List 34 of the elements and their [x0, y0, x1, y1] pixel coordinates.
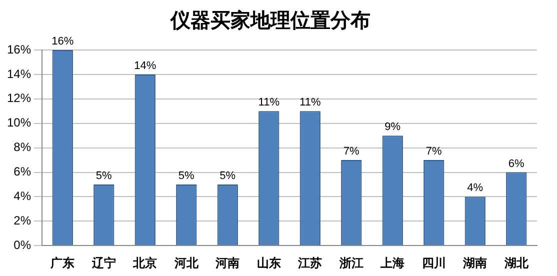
data-label: 6%: [508, 158, 525, 170]
data-label: 11%: [258, 96, 280, 109]
data-label: 7%: [343, 146, 360, 158]
y-tick-label: 16%: [6, 42, 32, 56]
y-tick-label: 10%: [6, 116, 32, 130]
x-tick-label: 北京: [132, 256, 158, 270]
data-label: 11%: [300, 96, 321, 109]
x-tick-label: 江苏: [297, 256, 322, 270]
x-tick-label: 河北: [173, 256, 200, 270]
x-tick-label: 山东: [256, 256, 281, 270]
chart-title: 仪器买家地理位置分布: [170, 8, 370, 32]
data-label: 5%: [178, 170, 195, 182]
x-tick-label: 辽宁: [90, 256, 116, 270]
y-tick-label: 4%: [14, 189, 32, 204]
x-tick-label: 浙江: [338, 256, 364, 270]
data-label: 5%: [96, 170, 112, 182]
y-tick-label: 8%: [14, 140, 32, 154]
x-tick-label: 河南: [214, 256, 240, 270]
data-label: 7%: [426, 146, 442, 158]
y-tick-label: 0%: [14, 238, 32, 252]
data-label: 9%: [384, 121, 401, 134]
data-label: 16%: [52, 36, 74, 48]
data-label: 5%: [220, 170, 236, 182]
y-tick-label: 6%: [14, 164, 32, 179]
x-tick-label: 湖北: [503, 256, 530, 270]
y-tick-label: 2%: [14, 213, 32, 228]
x-tick-label: 上海: [380, 256, 405, 270]
y-tick-label: 14%: [6, 66, 32, 81]
x-tick-label: 湖南: [462, 256, 488, 270]
data-label: 4%: [467, 182, 484, 194]
data-label: 14%: [134, 60, 156, 72]
y-tick-label: 12%: [6, 91, 32, 106]
x-tick-label: 四川: [422, 256, 446, 270]
x-tick-label: 广东: [50, 256, 75, 270]
